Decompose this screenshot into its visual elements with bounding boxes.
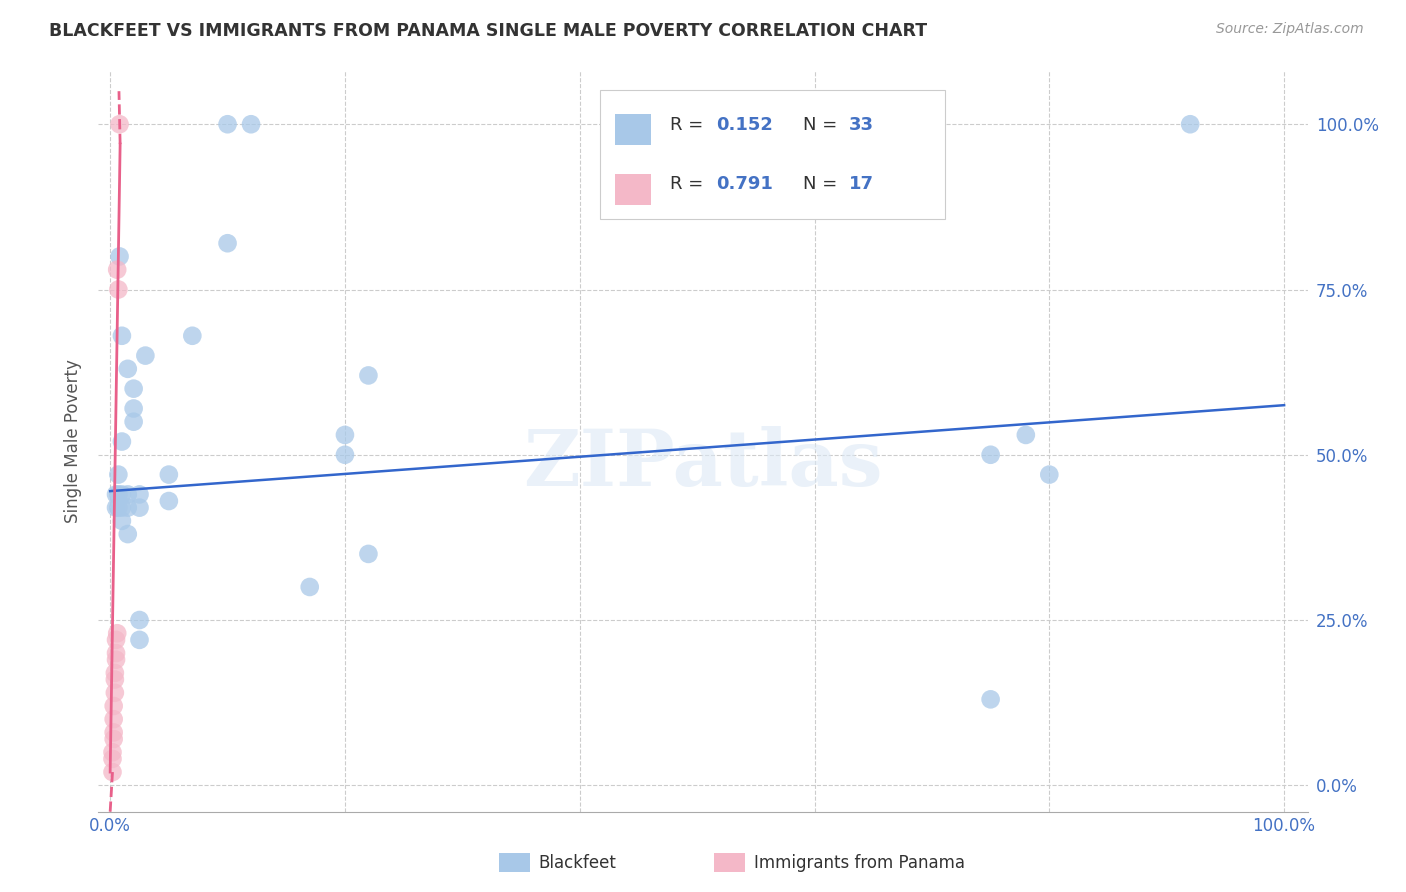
Point — [104, 686, 127, 700]
Point — [107, 500, 129, 515]
Y-axis label: Single Male Poverty: Single Male Poverty — [65, 359, 83, 524]
Point — [357, 368, 380, 383]
Point — [105, 500, 128, 515]
Point — [111, 434, 134, 449]
Point — [357, 547, 380, 561]
Text: 17: 17 — [849, 175, 875, 193]
Point — [117, 500, 139, 515]
FancyBboxPatch shape — [614, 174, 651, 204]
FancyBboxPatch shape — [600, 90, 945, 219]
Point — [101, 745, 124, 759]
Point — [117, 527, 139, 541]
Point — [104, 673, 127, 687]
Point — [103, 731, 125, 746]
Point — [103, 698, 125, 713]
Text: 0.791: 0.791 — [716, 175, 773, 193]
Point — [101, 765, 124, 780]
Point — [128, 613, 150, 627]
Point — [107, 283, 129, 297]
Point — [128, 500, 150, 515]
Point — [240, 117, 263, 131]
Text: R =: R = — [671, 116, 710, 134]
Point — [217, 236, 239, 251]
Point — [298, 580, 321, 594]
Text: Immigrants from Panama: Immigrants from Panama — [754, 854, 965, 871]
Point — [217, 117, 239, 131]
Point — [134, 349, 156, 363]
Point — [117, 487, 139, 501]
Point — [105, 646, 128, 660]
Point — [980, 692, 1002, 706]
Point — [111, 500, 134, 515]
Point — [128, 632, 150, 647]
Point — [105, 626, 128, 640]
FancyBboxPatch shape — [614, 114, 651, 145]
Point — [107, 487, 129, 501]
Point — [157, 494, 180, 508]
Text: Source: ZipAtlas.com: Source: ZipAtlas.com — [1216, 22, 1364, 37]
Text: BLACKFEET VS IMMIGRANTS FROM PANAMA SINGLE MALE POVERTY CORRELATION CHART: BLACKFEET VS IMMIGRANTS FROM PANAMA SING… — [49, 22, 928, 40]
Point — [105, 262, 128, 277]
Point — [1180, 117, 1202, 131]
Point — [1015, 428, 1038, 442]
Point — [122, 401, 145, 416]
Text: 33: 33 — [849, 116, 875, 134]
Point — [105, 632, 128, 647]
Text: N =: N = — [803, 116, 844, 134]
Point — [104, 665, 127, 680]
Text: N =: N = — [803, 175, 844, 193]
Point — [333, 448, 356, 462]
Point — [103, 725, 125, 739]
Point — [111, 514, 134, 528]
Point — [128, 487, 150, 501]
Point — [101, 752, 124, 766]
Point — [108, 250, 131, 264]
Point — [122, 415, 145, 429]
Point — [117, 361, 139, 376]
Point — [980, 448, 1002, 462]
Point — [333, 428, 356, 442]
Text: 0.152: 0.152 — [716, 116, 773, 134]
Point — [111, 328, 134, 343]
Point — [157, 467, 180, 482]
Point — [181, 328, 204, 343]
Point — [107, 467, 129, 482]
Point — [1038, 467, 1060, 482]
Point — [105, 487, 128, 501]
Text: Blackfeet: Blackfeet — [538, 854, 616, 871]
Text: R =: R = — [671, 175, 710, 193]
Text: ZIPatlas: ZIPatlas — [523, 425, 883, 502]
Point — [111, 487, 134, 501]
Point — [103, 712, 125, 726]
Point — [105, 653, 128, 667]
Point — [122, 382, 145, 396]
Point — [108, 117, 131, 131]
